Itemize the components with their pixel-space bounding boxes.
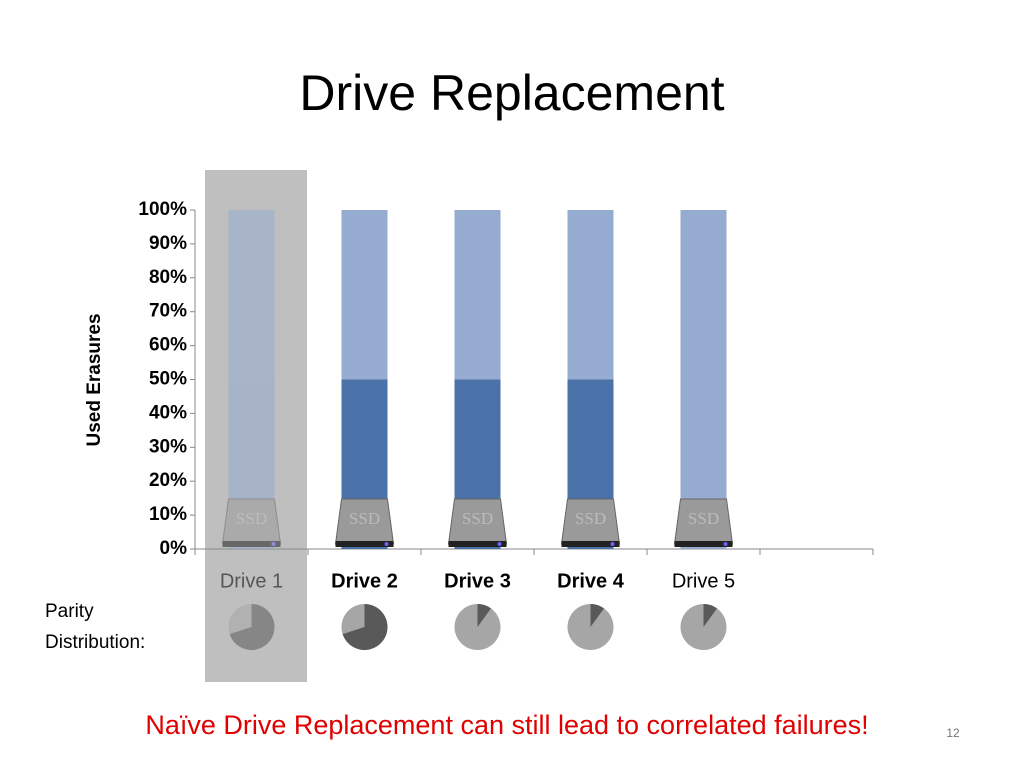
ssd-led bbox=[271, 542, 276, 546]
ssd-icon-label: SSD bbox=[462, 509, 493, 528]
ssd-icon-label: SSD bbox=[349, 509, 380, 528]
y-tick-label: 20% bbox=[149, 470, 187, 491]
y-tick-label: 50% bbox=[149, 369, 187, 390]
pie-slice bbox=[229, 604, 275, 651]
y-tick-label: 90% bbox=[149, 233, 187, 254]
ssd-icon-base bbox=[674, 541, 733, 547]
pie-slice bbox=[342, 604, 388, 650]
bar-segment bbox=[680, 210, 727, 549]
ssd-icon-base bbox=[561, 541, 620, 547]
y-tick-label: 100% bbox=[138, 199, 187, 220]
pie-slice bbox=[703, 604, 718, 627]
ssd-icon-label: SSD bbox=[236, 509, 267, 528]
parity-label: Parity Distribution: bbox=[45, 601, 146, 653]
ssd-led bbox=[610, 542, 615, 546]
y-tick-label: 70% bbox=[149, 301, 187, 322]
ssd-icon-base bbox=[222, 541, 281, 547]
bar-segment bbox=[567, 210, 614, 380]
x-tick-label: Drive 1 bbox=[220, 570, 283, 592]
y-axis-label: Used Erasures bbox=[84, 313, 105, 446]
slide-title: Drive Replacement bbox=[299, 65, 724, 121]
ssd-icon-base bbox=[448, 541, 507, 547]
drive-column: SSD Drive 5 bbox=[672, 210, 735, 650]
pie-slice bbox=[477, 604, 492, 627]
ssd-led bbox=[723, 542, 728, 546]
x-tick-label: Drive 2 bbox=[331, 570, 398, 592]
ssd-led bbox=[384, 542, 389, 546]
drive-column: SSD Drive 3 bbox=[444, 210, 511, 650]
y-tick-label: 0% bbox=[160, 538, 188, 559]
bar-segment bbox=[341, 210, 388, 380]
y-tick-label: 40% bbox=[149, 402, 187, 423]
x-tick-label: Drive 5 bbox=[672, 570, 735, 592]
x-tick-label: Drive 3 bbox=[444, 570, 511, 592]
y-tick-label: 30% bbox=[149, 436, 187, 457]
x-tick-label: Drive 4 bbox=[557, 570, 625, 592]
drive-column: SSD Drive 1 bbox=[220, 210, 283, 651]
y-tick-label: 10% bbox=[149, 504, 187, 525]
footer-note: Naïve Drive Replacement can still lead t… bbox=[145, 710, 868, 740]
ssd-led bbox=[497, 542, 502, 546]
bar-segment bbox=[228, 210, 275, 549]
ssd-icon-base bbox=[335, 541, 394, 547]
y-tick-label: 60% bbox=[149, 335, 187, 356]
page-number: 12 bbox=[946, 726, 960, 740]
drive-column: SSD Drive 2 bbox=[331, 210, 398, 650]
y-tick-label: 80% bbox=[149, 267, 187, 288]
drive-column: SSD Drive 4 bbox=[557, 210, 625, 650]
ssd-icon-label: SSD bbox=[575, 509, 606, 528]
bar-segment bbox=[454, 210, 501, 380]
ssd-icon-label: SSD bbox=[688, 509, 719, 528]
pie-slice bbox=[590, 604, 605, 627]
